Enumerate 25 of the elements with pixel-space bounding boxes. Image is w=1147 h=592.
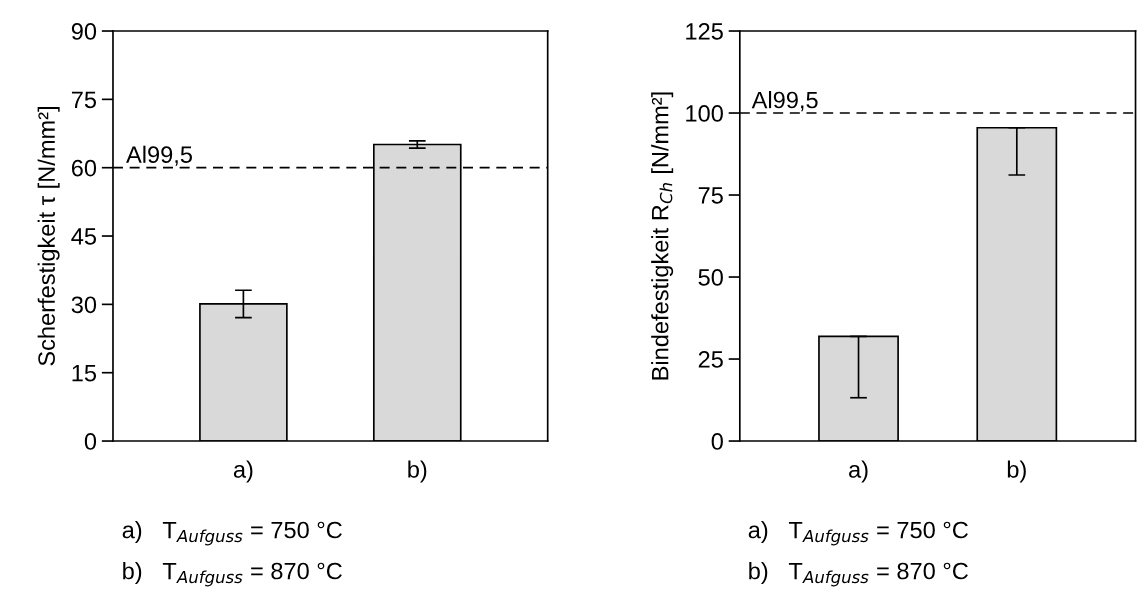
y-tick-label: 75 [698,187,723,204]
text: b) T$_{Aufguss}$ = 870 °C [749,562,968,587]
y-tick-label: 50 [698,269,723,286]
y-tick-label: 25 [698,351,723,368]
text: b) T$_{Aufguss}$ = 870 °C [123,562,342,587]
y-axis-title: Bindefestigkeit R$_{Ch}$ [N/mm²] [651,92,674,380]
text: a) T$_{Aufguss}$ = 750 °C [122,521,342,546]
y-tick-label: 100 [686,105,723,122]
x-tick-label: b) [408,460,427,483]
x-tick-label: b) [1007,460,1026,483]
ref-line-label: Al99,5 [751,91,818,112]
y-tick-label: 30 [71,296,97,314]
y-tick-label: 45 [71,228,97,245]
y-tick-label: 90 [71,23,97,40]
ref-line-label: Al99,5 [126,145,192,166]
y-tick-label: 75 [71,91,97,109]
y-tick-label: 125 [686,23,723,40]
text: a) T$_{Aufguss}$ = 750 °C [748,521,968,546]
y-tick-label: 0 [711,433,723,450]
y-axis-title: Scherfestigkeit τ [N/mm²] [37,107,60,366]
x-tick-label: a) [849,460,868,483]
y-tick-label: 0 [84,433,97,450]
x-tick-label: a) [233,460,253,483]
y-tick-label: 60 [71,159,97,177]
y-tick-label: 15 [72,365,97,382]
